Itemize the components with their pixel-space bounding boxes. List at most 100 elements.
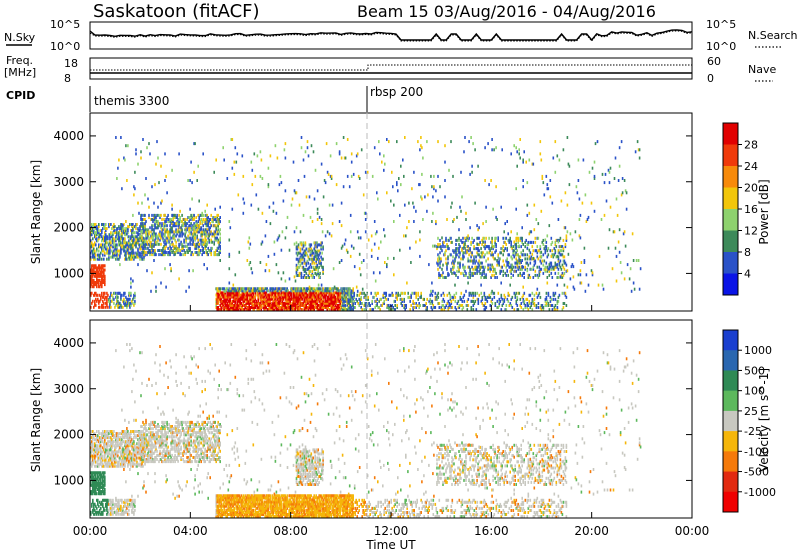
echo-cell — [352, 306, 354, 309]
echo-cell — [176, 249, 178, 252]
echo-cell — [510, 297, 513, 301]
echo-cell — [166, 236, 168, 240]
echo-cell — [327, 295, 329, 299]
echo-cell — [115, 303, 117, 307]
echo-cell — [95, 257, 97, 261]
echo-cell — [251, 301, 253, 305]
echo-cell — [518, 244, 520, 248]
echo-cell — [503, 240, 505, 244]
echo-cell — [318, 289, 320, 293]
echo-cell — [530, 302, 533, 305]
echo-cell — [329, 287, 331, 291]
echo-cell — [304, 251, 307, 255]
echo-cell — [164, 222, 166, 226]
echo-cell — [297, 308, 299, 312]
echo-cell — [516, 261, 518, 265]
echo-cell — [296, 291, 298, 295]
echo-cell — [191, 197, 193, 201]
echo-cell — [193, 218, 195, 221]
echo-cell — [344, 303, 346, 307]
echo-cell — [285, 226, 288, 230]
echo-cell — [505, 259, 507, 263]
echo-cell — [198, 242, 200, 246]
echo-cell — [467, 249, 469, 253]
echo-cell — [344, 295, 346, 299]
echo-cell — [337, 291, 339, 295]
echo-cell — [367, 295, 369, 299]
echo-cell — [303, 287, 305, 291]
echo-cell — [307, 287, 309, 291]
echo-cell — [532, 240, 535, 244]
echo-cell — [152, 251, 154, 254]
echo-cell — [449, 295, 452, 299]
echo-cell — [219, 287, 221, 291]
echo-cell — [562, 302, 565, 305]
echo-cell — [254, 174, 257, 178]
echo-cell — [349, 254, 352, 258]
echo-cell — [324, 303, 326, 307]
echo-cell — [463, 293, 466, 297]
echo-cell — [237, 303, 239, 307]
echo-cell — [549, 249, 552, 253]
echo-cell — [228, 287, 230, 291]
echo-cell — [160, 201, 162, 205]
echo-cell — [491, 273, 493, 277]
echo-cell — [348, 301, 350, 305]
echo-cell — [125, 241, 127, 245]
echo-cell — [272, 295, 274, 299]
echo-cell — [565, 263, 568, 267]
echo-cell — [123, 301, 125, 305]
echo-cell — [108, 249, 110, 253]
echo-cell — [371, 299, 373, 303]
echo-cell — [316, 218, 319, 221]
echo-cell — [217, 295, 219, 299]
echo-cell — [238, 301, 240, 305]
echo-cell — [582, 158, 585, 162]
echo-cell — [111, 299, 113, 303]
echo-cell — [291, 287, 293, 291]
echo-cell — [458, 236, 460, 240]
echo-cell — [226, 301, 228, 305]
echo-cell — [471, 273, 473, 277]
echo-cell — [403, 234, 405, 238]
echo-cell — [166, 240, 168, 244]
echo-cell — [193, 216, 195, 219]
echo-cell — [517, 265, 519, 269]
echo-cell — [324, 301, 326, 305]
echo-cell — [137, 241, 139, 245]
echo-cell — [223, 308, 225, 312]
echo-cell — [242, 174, 245, 178]
echo-cell — [179, 209, 181, 213]
echo-cell — [134, 295, 136, 299]
echo-cell — [165, 220, 167, 224]
echo-cell — [564, 291, 567, 295]
echo-cell — [91, 249, 93, 253]
echo-cell — [352, 246, 355, 250]
echo-cell — [558, 238, 561, 242]
echo-cell — [468, 293, 471, 297]
echo-cell — [196, 179, 198, 182]
echo-cell — [182, 246, 184, 250]
echo-cell — [446, 245, 448, 249]
echo-cell — [503, 299, 506, 303]
echo-cell — [431, 185, 433, 189]
echo-cell — [96, 229, 98, 233]
echo-cell — [558, 251, 561, 255]
echo-cell — [568, 164, 571, 168]
echo-cell — [531, 245, 534, 249]
echo-cell — [130, 247, 132, 251]
echo-cell — [539, 255, 542, 259]
echo-cell — [359, 302, 361, 305]
echo-cell — [104, 231, 106, 235]
echo-cell — [524, 253, 526, 257]
echo-cell — [319, 295, 321, 299]
echo-cell — [485, 306, 488, 309]
echo-cell — [491, 240, 493, 244]
echo-cell — [352, 289, 354, 293]
echo-cell — [217, 228, 219, 232]
echo-cell — [192, 236, 194, 240]
echo-cell — [202, 240, 204, 244]
echo-cell — [222, 306, 224, 309]
echo-cell — [296, 299, 298, 303]
echo-cell — [179, 226, 181, 230]
